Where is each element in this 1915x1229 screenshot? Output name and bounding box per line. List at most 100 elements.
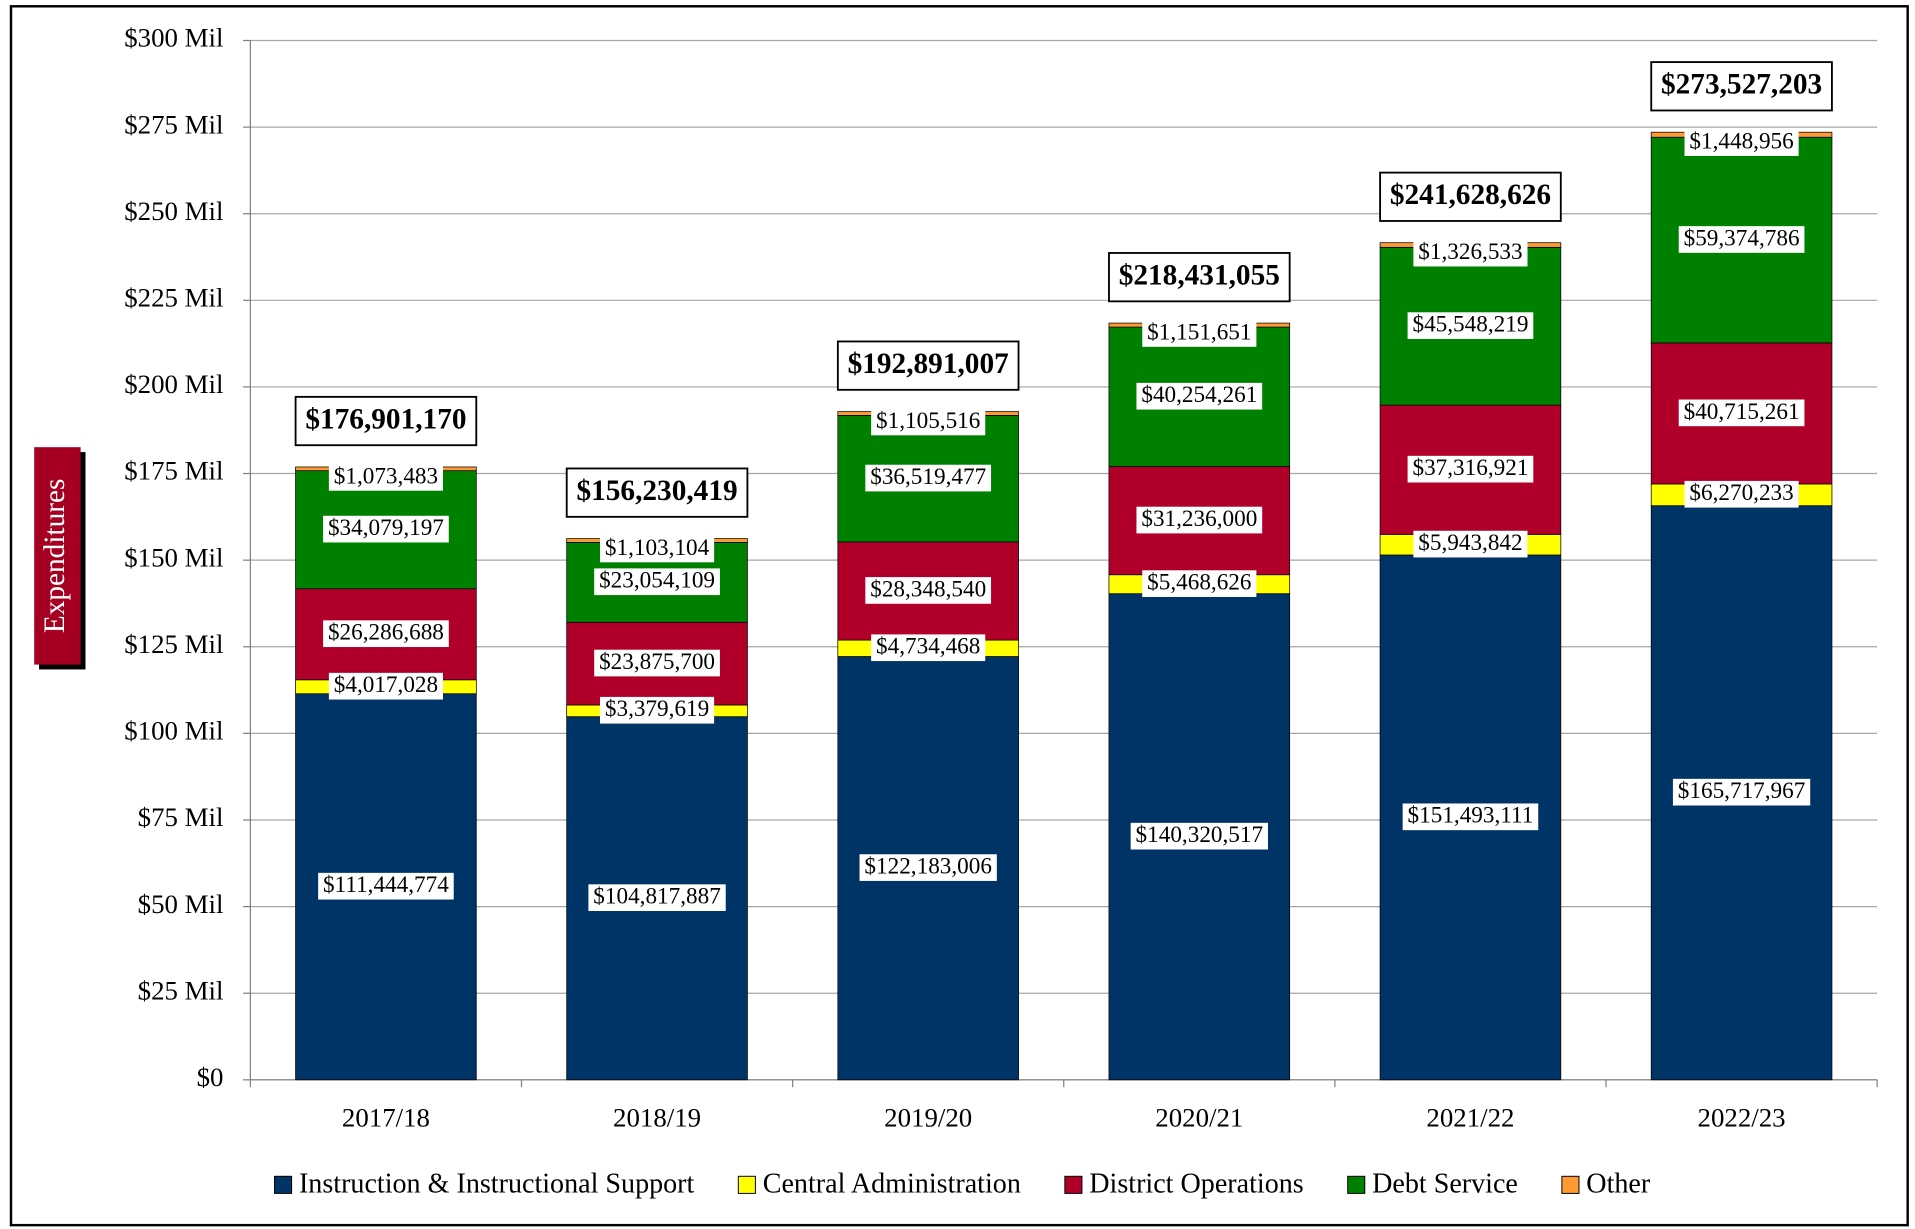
segment-label: $1,151,651	[1147, 319, 1251, 345]
segment-label: $104,817,887	[593, 884, 721, 910]
segment-label-bg	[1678, 399, 1805, 427]
segment-label: $165,717,967	[1678, 778, 1806, 804]
y-tick-label: $150 Mil	[124, 542, 223, 572]
segment-label: $1,073,483	[334, 463, 438, 489]
segment-label-bg	[1407, 312, 1534, 339]
segment-label: $1,103,104	[605, 535, 710, 561]
segment-label-bg	[1136, 506, 1263, 534]
segment-label-bg	[594, 649, 720, 677]
segment-label: $5,468,626	[1147, 570, 1251, 596]
y-tick-label: $25 Mil	[138, 975, 224, 1005]
y-tick-label: $125 Mil	[124, 629, 223, 659]
legend-label: Debt Service	[1372, 1169, 1518, 1200]
segment-label-bg	[323, 620, 449, 648]
segment-label-bg	[1142, 320, 1257, 347]
segment-label-bg	[1413, 530, 1528, 558]
segment-label: $28,348,540	[870, 576, 986, 602]
total-label: $241,628,626	[1390, 179, 1551, 211]
segment-label: $1,105,516	[876, 408, 980, 434]
segment-label: $23,875,700	[599, 649, 715, 675]
segment-label: $6,270,233	[1689, 480, 1793, 506]
segment-label-bg	[865, 577, 992, 604]
legend-swatch	[1064, 1175, 1083, 1194]
segment-label: $40,254,261	[1141, 382, 1257, 408]
segment-label: $31,236,000	[1141, 506, 1257, 532]
total-label-box	[836, 340, 1020, 391]
segment-label: $4,017,028	[334, 672, 438, 698]
segment-label: $122,183,006	[864, 853, 992, 879]
segment-label-bg	[600, 535, 715, 563]
y-axis-title: Expenditures	[39, 479, 71, 634]
segment-label-bg	[323, 515, 449, 543]
segment-label-bg	[1407, 455, 1534, 483]
y-tick-label: $250 Mil	[124, 196, 223, 226]
total-label: $176,901,170	[305, 403, 466, 435]
legend-swatch	[1347, 1175, 1366, 1194]
segment-label: $45,548,219	[1412, 312, 1528, 338]
total-label-box	[1108, 252, 1291, 303]
segment-label-bg	[871, 408, 986, 436]
total-label-box	[1379, 171, 1562, 222]
x-tick-label: 2018/19	[613, 1102, 701, 1132]
segment-label-bg	[318, 872, 454, 900]
y-tick-label: $175 Mil	[124, 456, 223, 486]
y-tick-label: $50 Mil	[138, 889, 224, 919]
segment-label-bg	[594, 568, 720, 596]
y-tick-label: $100 Mil	[124, 716, 223, 746]
segment-label-bg	[865, 464, 992, 492]
segment-label-bg	[1402, 803, 1539, 831]
segment-label: $23,054,109	[599, 568, 715, 594]
segment-label-bg	[859, 854, 997, 881]
segment-label-bg	[588, 884, 726, 912]
y-axis-title-group: Expenditures	[34, 447, 86, 670]
segment-label: $3,379,619	[605, 696, 709, 722]
segment-label-bg	[1136, 382, 1263, 410]
y-title-box	[34, 447, 81, 665]
segment-label: $34,079,197	[328, 515, 444, 541]
legend-label: District Operations	[1089, 1169, 1303, 1200]
y-tick-label: $275 Mil	[124, 109, 223, 139]
y-tick-label: $300 Mil	[124, 23, 223, 53]
y-tick-label: $75 Mil	[138, 802, 224, 832]
y-tick-label: $225 Mil	[124, 282, 223, 312]
legend-label: Central Administration	[763, 1169, 1021, 1200]
segment-label-bg	[1142, 570, 1257, 597]
segment-label-bg	[1678, 226, 1805, 253]
legend-label: Instruction & Instructional Support	[299, 1169, 695, 1200]
segment-label: $4,734,468	[876, 634, 980, 660]
segment-label-bg	[328, 464, 443, 491]
total-label-box	[1650, 61, 1833, 112]
segment-label: $111,444,774	[323, 872, 449, 898]
segment-label-bg	[1684, 480, 1799, 508]
x-tick-label: 2020/21	[1155, 1102, 1243, 1132]
segment-label: $36,519,477	[870, 464, 986, 490]
legend-swatch	[1561, 1175, 1580, 1194]
y-tick-label: $0	[197, 1062, 224, 1092]
legend-swatch	[737, 1175, 756, 1194]
segment-label: $140,320,517	[1136, 822, 1264, 848]
segment-label: $151,493,111	[1408, 803, 1534, 829]
segment-label-bg	[1684, 129, 1799, 156]
x-tick-label: 2022/23	[1698, 1102, 1786, 1132]
x-tick-label: 2021/22	[1426, 1102, 1514, 1132]
legend-label: Other	[1586, 1169, 1651, 1200]
legend: Instruction & Instructional Support Centr…	[274, 1169, 1651, 1200]
segment-label: $37,316,921	[1412, 455, 1528, 481]
segment-label-bg	[600, 696, 715, 724]
segment-label: $1,448,956	[1689, 129, 1793, 155]
total-label: $273,527,203	[1661, 69, 1822, 101]
segment-label: $40,715,261	[1684, 399, 1800, 425]
legend-swatch	[274, 1175, 293, 1194]
segment-label: $59,374,786	[1684, 225, 1800, 251]
segment-label-bg	[328, 672, 443, 700]
total-label: $192,891,007	[848, 348, 1009, 380]
segment-label-bg	[871, 634, 986, 662]
segment-label-bg	[1130, 822, 1268, 850]
x-tick-label: 2019/20	[884, 1102, 972, 1132]
total-label: $218,431,055	[1119, 260, 1280, 292]
y-tick-label: $200 Mil	[124, 369, 223, 399]
segment-label: $1,326,533	[1418, 239, 1522, 265]
total-label: $156,230,419	[576, 475, 737, 507]
